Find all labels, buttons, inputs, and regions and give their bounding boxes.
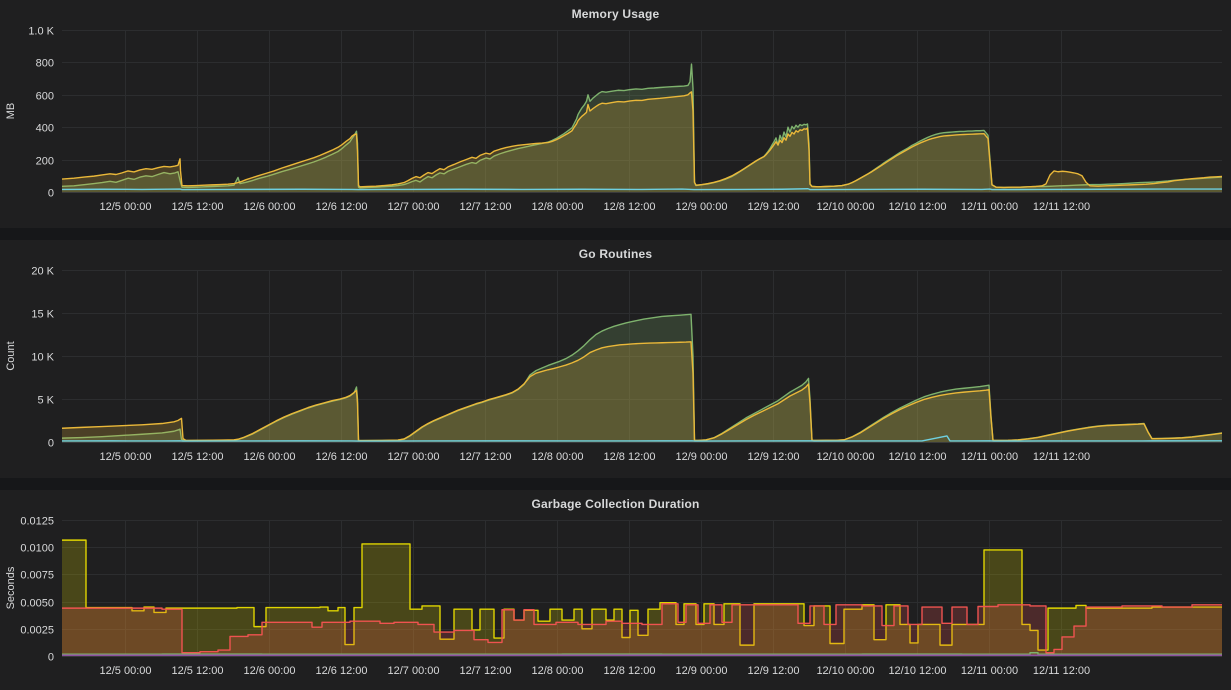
y-axis-tick-label: 0.0025 (20, 625, 54, 637)
series-area-threads-yellow (62, 341, 1222, 442)
x-axis-tick-label: 12/10 12:00 (888, 451, 946, 463)
series-line-idle-cyan[interactable] (62, 435, 1222, 442)
x-axis-tick-label: 12/7 00:00 (388, 665, 440, 677)
y-axis-tick-label: 0.0050 (20, 598, 54, 610)
y-axis-tick-label: 800 (36, 58, 54, 70)
y-axis-tick-label: 20 K (31, 266, 54, 278)
y-axis-tick-label: 600 (36, 91, 54, 103)
x-axis-tick-label: 12/11 12:00 (1033, 665, 1090, 677)
x-axis-tick-label: 12/7 00:00 (388, 201, 440, 213)
panel-title-go-routines: Go Routines (578, 247, 653, 261)
x-axis-tick-label: 12/6 12:00 (316, 201, 368, 213)
x-axis-tick-label: 12/8 00:00 (532, 201, 584, 213)
x-axis-tick-label: 12/5 00:00 (100, 451, 152, 463)
series-line-heap-alloc-green[interactable] (62, 63, 1222, 189)
y-axis-tick-label: 400 (36, 123, 54, 135)
x-axis-tick-label: 12/8 00:00 (532, 451, 584, 463)
x-axis-tick-label: 12/10 12:00 (888, 665, 946, 677)
x-axis-tick-label: 12/7 00:00 (388, 451, 440, 463)
plot-memory-usage[interactable]: 0 200 400 600 800 1.0 K 12/5 00:00 12/5 12:00 12… (0, 22, 1231, 228)
y-axis-tick-label: 0.0125 (20, 516, 54, 528)
panel-memory-usage[interactable]: Memory Usage 0 200 400 600 800 1.0 K 12/5 00:0… (0, 0, 1231, 228)
x-axis-tick-label: 12/7 12:00 (460, 451, 512, 463)
x-axis-tick-label: 12/5 12:00 (172, 201, 224, 213)
series-area-heap-alloc-green (62, 64, 1222, 192)
x-axis-tick-label: 12/9 12:00 (748, 665, 800, 677)
x-axis-tick-label: 12/11 00:00 (961, 201, 1018, 213)
y-axis-unit-label: Count (5, 341, 17, 370)
panel-title-memory-usage: Memory Usage (571, 7, 660, 21)
x-axis-tick-label: 12/6 00:00 (244, 665, 296, 677)
chart-svg-memory-usage[interactable]: 0 200 400 600 800 1.0 K 12/5 00:00 12/5 12:00 12… (0, 22, 1231, 228)
x-axis-tick-label: 12/8 12:00 (604, 665, 656, 677)
chart-svg-go-routines[interactable]: 0 5 K 10 K 15 K 20 K 12/5 00:00 12/5 12:00 12/6… (0, 262, 1231, 478)
x-axis-tick-label: 12/6 00:00 (244, 201, 296, 213)
panel-title-garbage-collection-duration: Garbage Collection Duration (531, 497, 700, 511)
x-axis-tick-label: 12/10 00:00 (816, 451, 874, 463)
x-axis-tick-label: 12/10 12:00 (888, 201, 946, 213)
y-axis-tick-label: 5 K (37, 395, 54, 407)
y-axis-tick-label: 10 K (31, 352, 54, 364)
x-axis-tick-label: 12/6 12:00 (316, 451, 368, 463)
x-axis-tick-label: 12/8 12:00 (604, 201, 656, 213)
x-axis-tick-label: 12/10 00:00 (816, 665, 874, 677)
x-axis-tick-label: 12/9 00:00 (676, 665, 728, 677)
x-axis-tick-label: 12/7 12:00 (460, 201, 512, 213)
y-axis-tick-label: 0.0075 (20, 570, 54, 582)
x-axis-tick-label: 12/5 12:00 (172, 665, 224, 677)
y-axis-tick-label: 200 (36, 156, 54, 168)
x-axis-tick-label: 12/11 00:00 (961, 451, 1018, 463)
panel-garbage-collection-duration[interactable]: Garbage Collection Duration 0 0.0025 0.005… (0, 490, 1231, 690)
x-axis-tick-label: 12/6 12:00 (316, 665, 368, 677)
x-axis-tick-label: 12/5 12:00 (172, 451, 224, 463)
series-line-sys-memory-yellow[interactable] (62, 91, 1222, 189)
x-axis-tick-label: 12/9 12:00 (748, 451, 800, 463)
x-axis-tick-label: 12/8 00:00 (532, 665, 584, 677)
x-axis-tick-label: 12/11 00:00 (961, 665, 1018, 677)
x-axis-tick-label: 12/6 00:00 (244, 451, 296, 463)
y-axis-tick-label: 1.0 K (28, 26, 54, 38)
y-axis-tick-label: 15 K (31, 309, 54, 321)
series-area-gc-p95-red (62, 603, 1222, 656)
panel-gap-2 (0, 478, 1231, 490)
x-axis-tick-label: 12/11 12:00 (1033, 201, 1090, 213)
plot-garbage-collection-duration[interactable]: 0 0.0025 0.0050 0.0075 0.0100 0.0125 12/5 00:0… (0, 512, 1231, 690)
series-line-gc-p50-green[interactable] (62, 652, 1222, 655)
y-axis-tick-label: 0 (48, 188, 54, 200)
x-axis-tick-label: 12/8 12:00 (604, 451, 656, 463)
y-axis-unit-label: MB (5, 103, 17, 120)
x-axis-tick-label: 12/10 00:00 (816, 201, 874, 213)
series-line-gc-p95-red[interactable] (62, 603, 1222, 654)
x-axis-tick-label: 12/9 00:00 (676, 201, 728, 213)
y-axis-tick-label: 0 (48, 438, 54, 450)
panel-go-routines[interactable]: Go Routines 0 5 K 10 K 15 K 20 K 12/5 00:00 12… (0, 240, 1231, 478)
x-axis-tick-label: 12/9 12:00 (748, 201, 800, 213)
series-line-heap-idle-cyan[interactable] (62, 188, 1222, 191)
series-line-threads-yellow[interactable] (62, 341, 1222, 442)
panel-gap-1 (0, 228, 1231, 240)
y-axis-tick-label: 0 (48, 652, 54, 664)
plot-go-routines[interactable]: 0 5 K 10 K 15 K 20 K 12/5 00:00 12/5 12:00 12/6… (0, 262, 1231, 478)
x-axis-tick-label: 12/7 12:00 (460, 665, 512, 677)
x-axis-tick-label: 12/9 00:00 (676, 451, 728, 463)
x-axis-tick-label: 12/11 12:00 (1033, 451, 1090, 463)
y-axis-unit-label: Seconds (5, 566, 17, 609)
y-axis-tick-label: 0.0100 (20, 543, 54, 555)
x-axis-tick-label: 12/5 00:00 (100, 665, 152, 677)
x-axis-tick-label: 12/5 00:00 (100, 201, 152, 213)
chart-svg-garbage-collection-duration[interactable]: 0 0.0025 0.0050 0.0075 0.0100 0.0125 12/5 00:0… (0, 512, 1231, 690)
series-area-sys-memory-yellow (62, 91, 1222, 192)
series-area-goroutines-green (62, 314, 1222, 442)
series-area-gc-p99-yellow (62, 540, 1222, 656)
